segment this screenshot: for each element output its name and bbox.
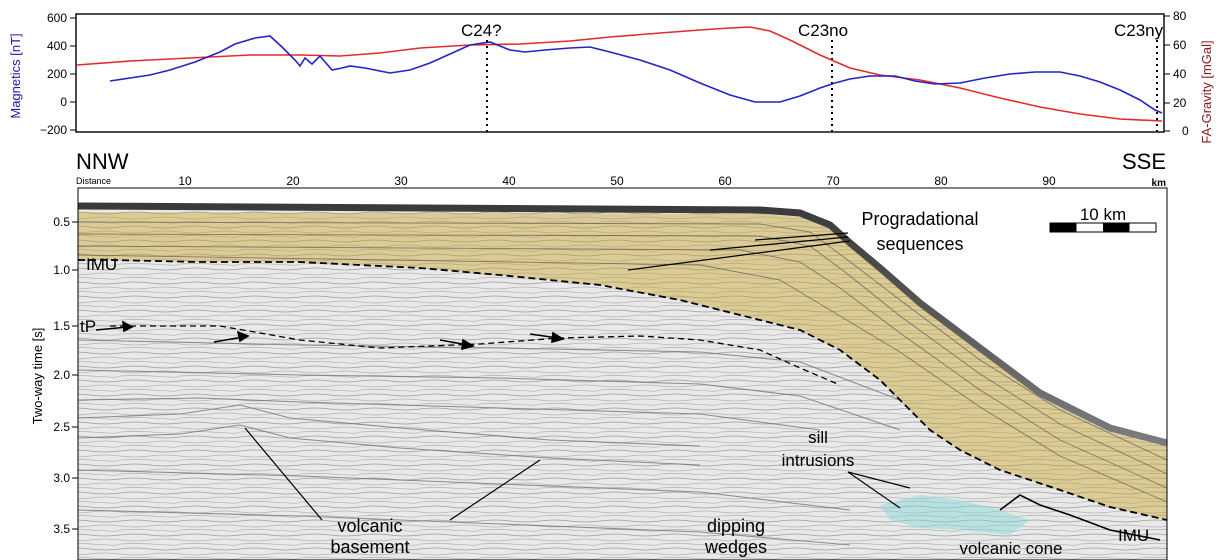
distance-label: Distance (76, 176, 111, 186)
scale-bar-label: 10 km (1080, 205, 1126, 224)
dist-tick-50: 50 (610, 174, 624, 188)
volcanic-cone-outline (999, 494, 1161, 541)
dist-tick-40: 40 (502, 174, 516, 188)
tp-label: tP (80, 317, 96, 336)
scale-bar: 10 km (1049, 205, 1157, 233)
twt-axis: 0.5 1.0 1.5 2.0 2.5 3.0 3.5 (53, 215, 78, 536)
twt-tick-1-5: 1.5 (53, 319, 70, 333)
dist-tick-70: 70 (826, 174, 840, 188)
seismic-frame (77, 187, 1168, 560)
gravity-axis: 80 60 40 20 0 (1164, 9, 1189, 138)
dist-tick-90: 90 (1042, 174, 1056, 188)
twt-tick-0-5: 0.5 (53, 215, 70, 229)
progradational-wedge (78, 212, 1167, 520)
mag-tick-400: 400 (47, 39, 67, 53)
onlap-arrows (95, 320, 566, 351)
magnetics-curve (109, 35, 1163, 114)
mag-tick-minus200: −200 (40, 123, 67, 137)
marker-c23no: C23no (798, 21, 848, 40)
water-column (78, 188, 1167, 440)
gravity-axis-label: FA-Gravity [mGal] (1199, 40, 1214, 143)
dist-tick-80: 80 (934, 174, 948, 188)
nnw-label: NNW (76, 149, 129, 174)
mag-tick-600: 600 (47, 11, 67, 25)
grav-tick-80: 80 (1173, 9, 1187, 23)
deep-reflectors (78, 339, 901, 546)
dist-tick-20: 20 (286, 174, 300, 188)
plot-frame (75, 13, 1165, 133)
twt-tick-3-0: 3.0 (53, 471, 70, 485)
label-volcanic: volcanic (337, 516, 402, 536)
dist-tick-30: 30 (394, 174, 408, 188)
label-wedges: wedges (704, 537, 767, 557)
label-dipping: dipping (707, 516, 765, 536)
distance-unit: km (1152, 178, 1167, 189)
magnetics-axis: 600 400 200 0 −200 (40, 11, 76, 137)
sill-intrusion (880, 495, 1030, 535)
twt-axis-label: Two-way time [s] (30, 328, 45, 425)
wedge-reflectors (78, 221, 1167, 503)
potential-field-panel: 600 400 200 0 −200 Magnetics [nT] 80 60 … (8, 9, 1214, 144)
marker-c24: C24? (461, 21, 502, 40)
mag-tick-0: 0 (60, 95, 67, 109)
grav-tick-40: 40 (1173, 67, 1187, 81)
seafloor-reflector (78, 202, 1167, 447)
imu-label-left: IMU (86, 255, 117, 274)
grav-tick-20: 20 (1173, 96, 1187, 110)
twt-tick-2-0: 2.0 (53, 368, 70, 382)
imu-horizon (78, 259, 1167, 521)
dist-tick-60: 60 (718, 174, 732, 188)
label-progradational: Progradational (861, 209, 978, 229)
twt-tick-1-0: 1.0 (53, 263, 70, 277)
label-intrusions: intrusions (782, 451, 855, 470)
label-basement: basement (330, 537, 409, 557)
label-volcanic-cone: volcanic cone (959, 539, 1062, 558)
annotation-lines (244, 232, 911, 521)
sse-label: SSE (1122, 149, 1166, 174)
magnetics-axis-label: Magnetics [nT] (8, 33, 23, 118)
twt-tick-3-5: 3.5 (53, 522, 70, 536)
grav-tick-0: 0 (1182, 124, 1189, 138)
distance-axis: NNW SSE Distance km 10 20 30 40 50 60 70… (76, 149, 1166, 194)
grav-tick-60: 60 (1173, 38, 1187, 52)
twt-tick-2-5: 2.5 (53, 420, 70, 434)
seismic-section: 0.5 1.0 1.5 2.0 2.5 3.0 3.5 Two-way time… (30, 187, 1168, 560)
marker-c23ny: C23ny (1114, 21, 1164, 40)
imu-label-right: IMU (1118, 526, 1149, 545)
dist-tick-10: 10 (178, 174, 192, 188)
label-sill: sill (808, 428, 828, 447)
mag-tick-200: 200 (47, 67, 67, 81)
label-sequences: sequences (876, 234, 963, 254)
